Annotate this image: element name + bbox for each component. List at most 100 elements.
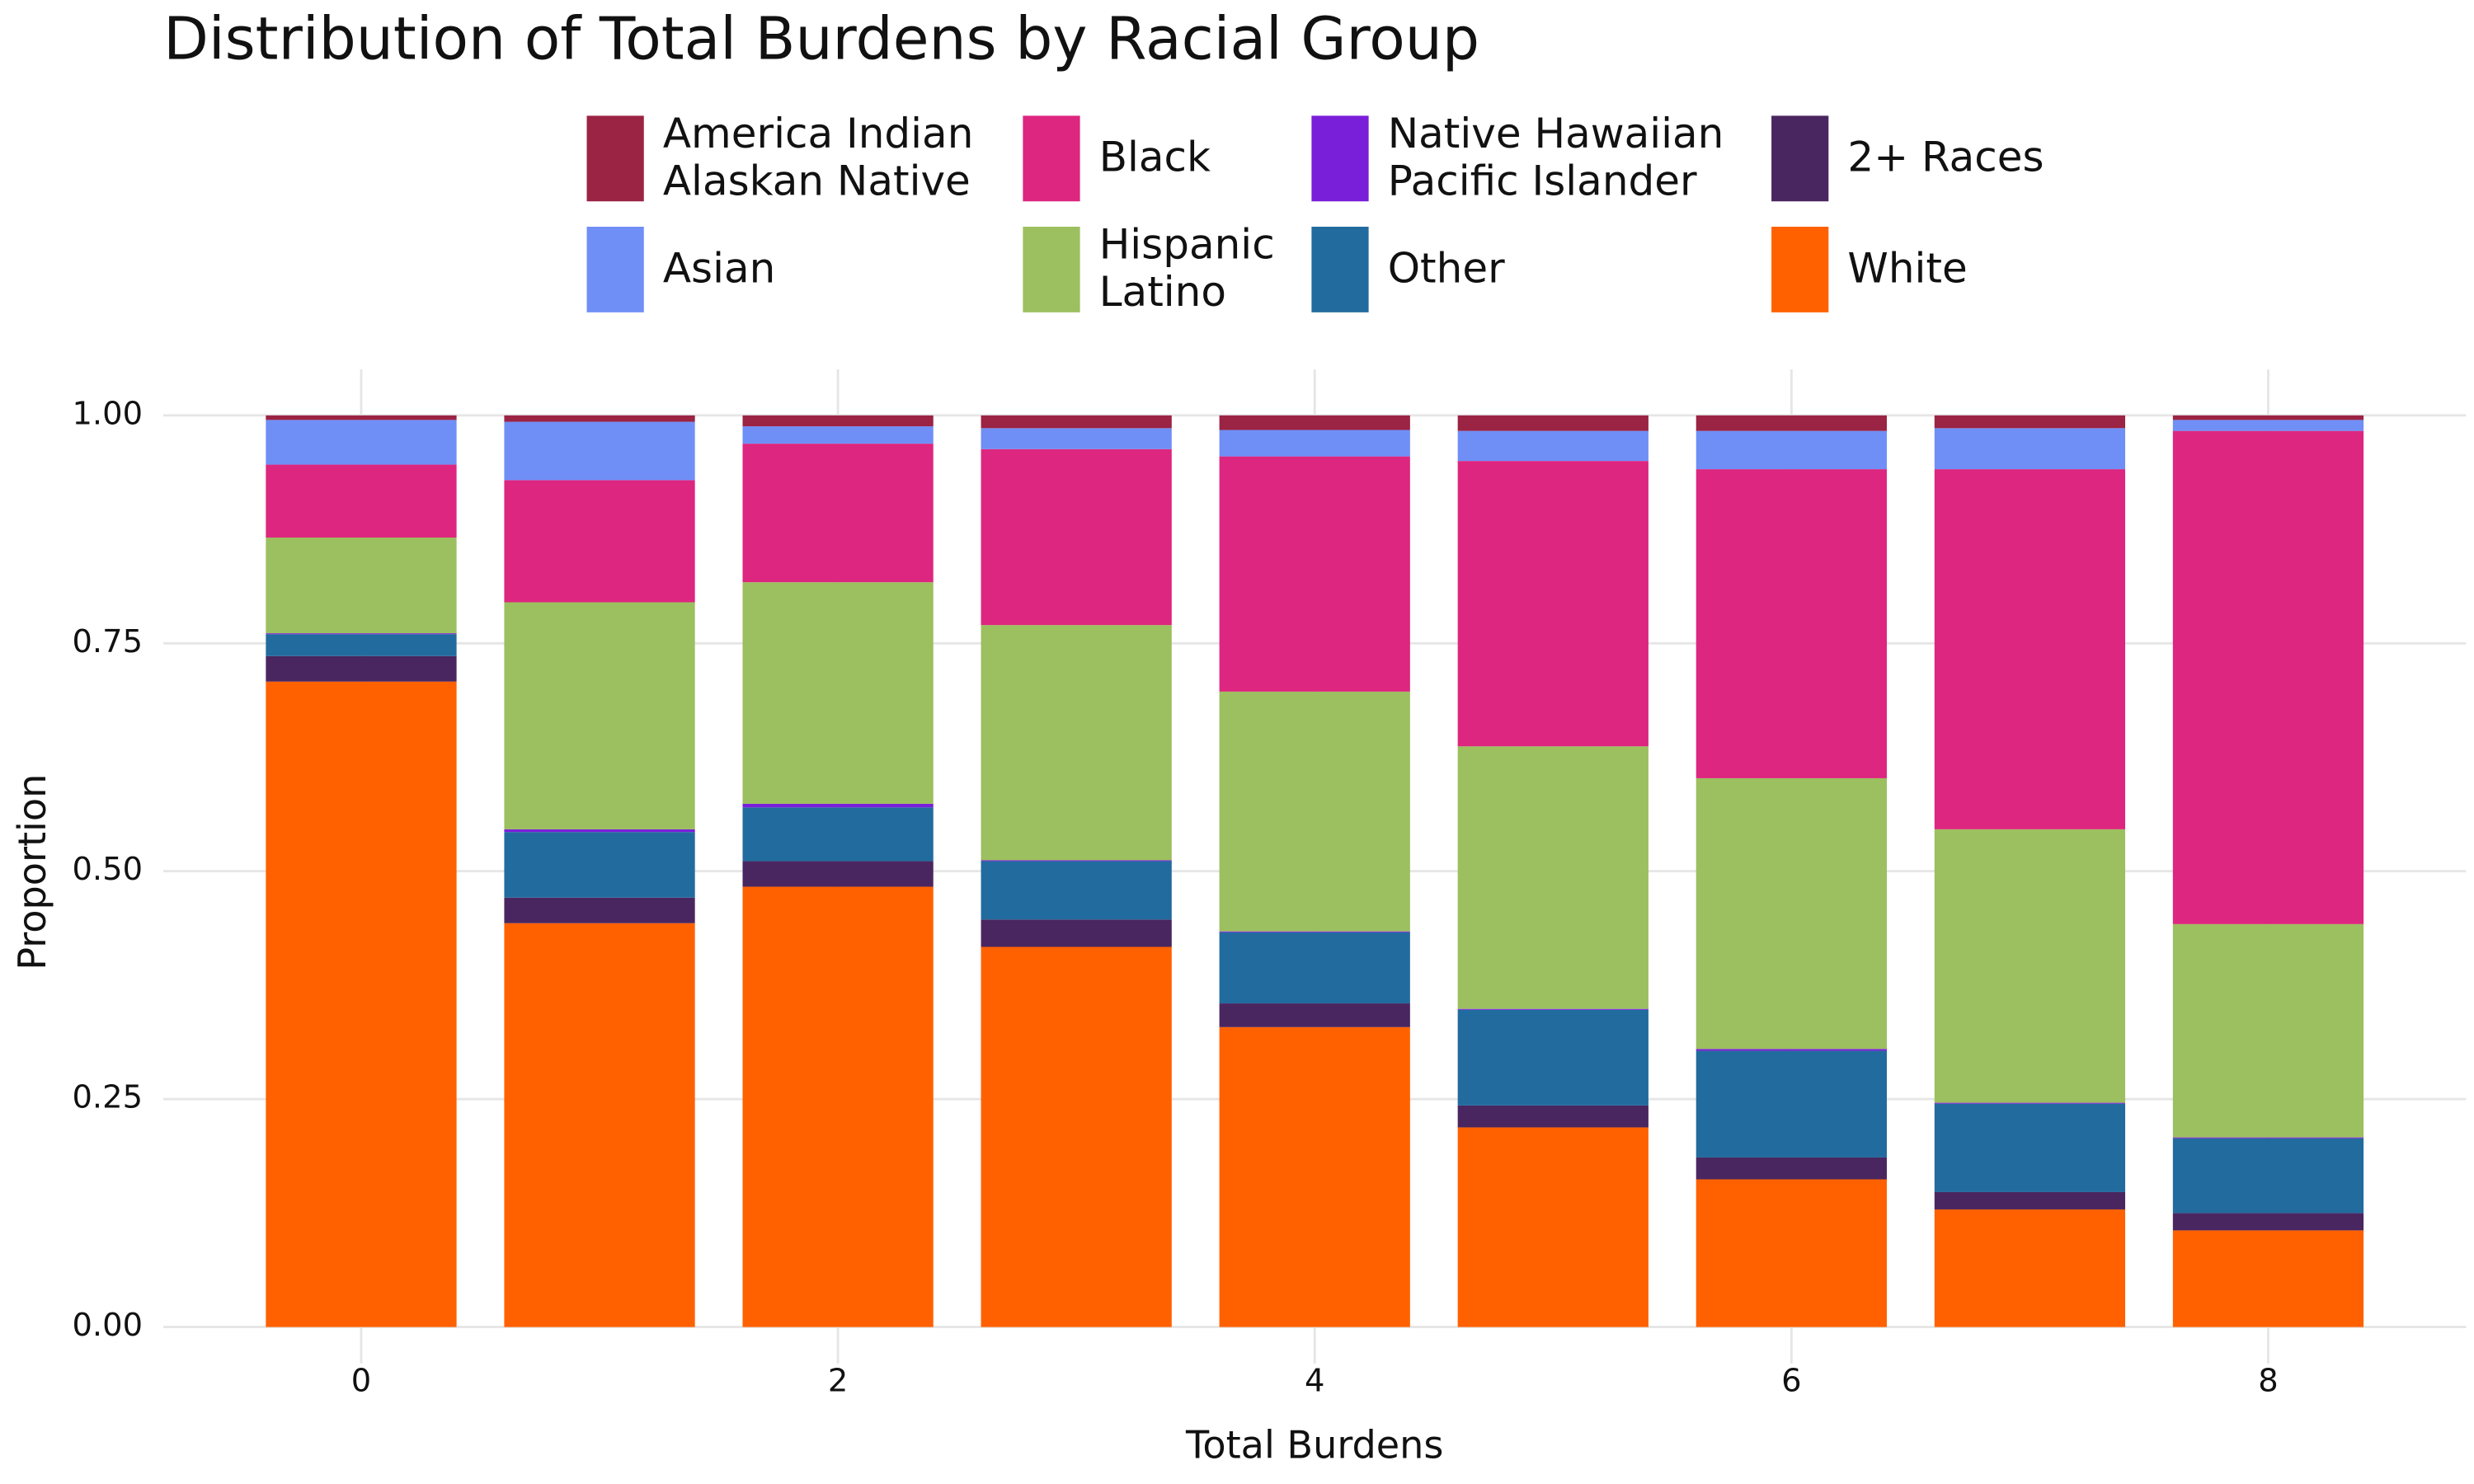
bar-segment <box>1934 415 2126 429</box>
y-tick-label: 0.75 <box>72 623 143 660</box>
legend-label: Black <box>1098 134 1211 183</box>
legend-key <box>1771 227 1829 312</box>
legend-key <box>586 115 644 202</box>
bar-segment <box>981 448 1172 626</box>
bar-segment <box>1934 1191 2126 1209</box>
bar-segment <box>504 480 695 603</box>
bar-segment <box>504 832 695 898</box>
bar-segment <box>1934 1209 2126 1327</box>
bar-segment <box>1696 1049 1887 1051</box>
bar-segment <box>266 415 457 420</box>
bar-segment <box>981 860 1172 862</box>
legend-item: 2+ Races <box>1847 134 2044 183</box>
x-tick-label: 6 <box>1781 1362 1801 1399</box>
bar-segment <box>1696 430 1887 470</box>
bar-segment <box>266 681 457 1327</box>
bar-segment <box>266 655 457 682</box>
bar-segment <box>1696 469 1887 778</box>
legend-label: Hispanic Latino <box>1098 227 1275 317</box>
legend-item: America Indian Alaskan Native <box>662 115 974 206</box>
legend-key <box>586 227 644 312</box>
y-tick-label: 0.00 <box>72 1307 143 1344</box>
legend-label: 2+ Races <box>1847 134 2044 183</box>
y-tick-label: 0.50 <box>72 851 143 888</box>
y-axis-title: Proportion <box>10 774 54 970</box>
bar-segment <box>1457 1008 1649 1010</box>
bar-segment <box>981 861 1172 920</box>
bar-segment <box>1934 469 2126 829</box>
bar-segment <box>2172 1230 2364 1327</box>
bar-segment <box>981 428 1172 449</box>
y-tick-label: 0.25 <box>72 1079 143 1116</box>
bar-segment <box>1219 691 1410 932</box>
legend-item: Native Hawaiian Pacific Islander <box>1387 115 1724 206</box>
bar-segment <box>742 582 934 804</box>
bar-segment <box>1219 1026 1410 1327</box>
bar-segment <box>742 807 934 862</box>
bar-segment <box>1219 932 1410 1004</box>
bar-segment <box>1219 1003 1410 1027</box>
bar-segment <box>504 923 695 1327</box>
x-tick-label: 2 <box>828 1362 848 1399</box>
x-tick-label: 0 <box>351 1362 371 1399</box>
bar-segment <box>742 861 934 887</box>
bar-segment <box>1696 1050 1887 1158</box>
bar-segment <box>1934 428 2126 470</box>
bar-segment <box>2172 430 2364 924</box>
x-tick-label: 8 <box>2258 1362 2278 1399</box>
legend-label: White <box>1847 246 1968 294</box>
bar-segment <box>742 444 934 583</box>
bar-segment <box>981 625 1172 861</box>
legend-key <box>1771 115 1829 202</box>
bar-segment <box>1696 777 1887 1050</box>
x-tick-label: 4 <box>1305 1362 1324 1399</box>
legend-item: Hispanic Latino <box>1098 227 1275 317</box>
bar-segment <box>1457 1009 1649 1106</box>
bar-segment <box>2172 1213 2364 1231</box>
bar-segment <box>1934 1102 2126 1104</box>
x-axis-title: Total Burdens <box>1185 1422 1443 1467</box>
bar-segment <box>1457 461 1649 747</box>
legend-key <box>1311 115 1369 202</box>
bar-segment <box>1696 415 1887 431</box>
bar-segment <box>1219 430 1410 457</box>
legend-label: Asian <box>662 246 776 294</box>
legend-key <box>1023 227 1080 312</box>
bar-segment <box>1457 1105 1649 1128</box>
legend-key <box>1023 115 1080 202</box>
bar-segment <box>1934 829 2126 1103</box>
bar-segment <box>504 415 695 422</box>
legend-item: White <box>1847 246 1968 294</box>
bar-segment <box>2172 415 2364 420</box>
bar-segment <box>1219 415 1410 430</box>
bar-segment <box>981 415 1172 429</box>
bar-segment <box>504 897 695 923</box>
bar-segment <box>1457 746 1649 1009</box>
legend-item: Asian <box>662 246 776 294</box>
bar-segment <box>2172 420 2364 431</box>
legend-label: Native Hawaiian Pacific Islander <box>1387 115 1724 206</box>
bar-segment <box>504 602 695 829</box>
bar-segment <box>742 426 934 444</box>
bar-segment <box>1457 1127 1649 1327</box>
bar-segment <box>2172 1137 2364 1139</box>
bar-segment <box>2172 923 2364 1138</box>
bar-segment <box>504 829 695 833</box>
bar-segment <box>1457 415 1649 431</box>
legend-item: Black <box>1098 134 1211 183</box>
bar-segment <box>742 886 934 1327</box>
bar-segment <box>266 634 457 656</box>
bar-segment <box>266 633 457 635</box>
legend-item: Other <box>1388 246 1505 294</box>
bar-segment <box>1934 1103 2126 1192</box>
bar-segment <box>981 919 1172 947</box>
bar-segment <box>1696 1157 1887 1180</box>
bar-segment <box>266 538 457 634</box>
bar-segment <box>981 946 1172 1327</box>
bar-segment <box>742 803 934 808</box>
bar-segment <box>2172 1138 2364 1214</box>
legend-label: America Indian Alaskan Native <box>662 115 974 206</box>
bar-segment <box>266 464 457 538</box>
